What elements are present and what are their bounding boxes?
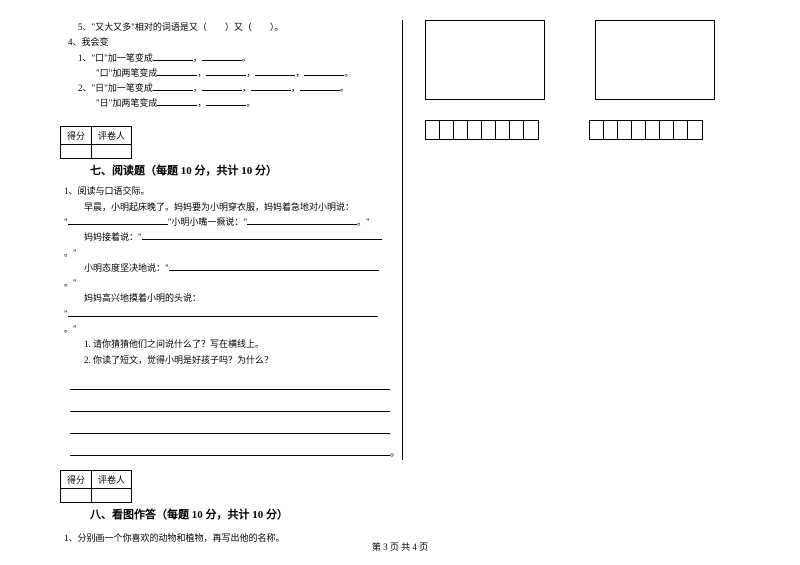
- blank[interactable]: [153, 81, 193, 91]
- score-cell[interactable]: [61, 144, 92, 158]
- reading-q1: 1、阅读与口语交际。: [60, 184, 390, 199]
- r3-text: 妈妈接着说：": [84, 232, 142, 242]
- blank[interactable]: [304, 66, 344, 76]
- reviewer-cell[interactable]: [92, 144, 132, 158]
- reading-line-5b: "。": [60, 307, 390, 338]
- blank[interactable]: [206, 96, 246, 106]
- q4-2b-line: "日"加两笔变成 ， 。: [60, 96, 390, 111]
- q4-1a-text: 1、"口"加一笔变成: [78, 53, 153, 63]
- page-footer: 第 3 页 共 4 页: [0, 540, 800, 553]
- blank[interactable]: [202, 51, 242, 61]
- period-end: 。: [390, 444, 400, 459]
- name-grids: [415, 120, 740, 140]
- reading-sub-1: 1. 请你猜猜他们之间说什么了？写在横线上。: [60, 337, 390, 352]
- q4-1b-line: "口"加两笔变成 ， ， ， 。: [60, 66, 390, 81]
- left-column: 5、"又大又多"相对的词语是又（ ）又（ ）。 4、我会变 1、"口"加一笔变成…: [60, 20, 398, 520]
- score-table-8: 得分 评卷人: [60, 470, 132, 503]
- reviewer-cell-8[interactable]: [92, 488, 132, 502]
- blank[interactable]: [142, 230, 382, 240]
- q4-2a-text: 2、"日"加一笔变成: [78, 83, 153, 93]
- drawing-box-plant[interactable]: [595, 20, 715, 100]
- drawing-boxes: [415, 20, 740, 100]
- score-label: 得分: [61, 126, 92, 144]
- score-row-8: 得分 评卷人: [60, 470, 390, 503]
- reading-line-4: 小明态度坚决地说：": [60, 261, 390, 276]
- close-quote-3: 。": [64, 324, 77, 334]
- reading-line-5: 妈妈高兴地摸着小明的头说：: [60, 291, 390, 306]
- mid-text: "小明小嘴一撅说：": [168, 217, 247, 227]
- period: 。: [344, 68, 353, 78]
- score-row-7: 得分 评卷人: [60, 126, 390, 159]
- name-grid-plant[interactable]: [589, 120, 703, 140]
- reviewer-label-8: 评卷人: [92, 470, 132, 488]
- drawing-box-animal[interactable]: [425, 20, 545, 100]
- r4-text: 小明态度坚决地说：": [84, 263, 169, 273]
- blank[interactable]: [202, 81, 242, 91]
- blank[interactable]: [247, 215, 357, 225]
- comma: ，: [291, 83, 300, 93]
- comma: ，: [197, 98, 206, 108]
- section-7-title: 七、阅读题（每题 10 分，共计 10 分）: [60, 163, 390, 181]
- comma: ，: [193, 83, 202, 93]
- blank[interactable]: [251, 81, 291, 91]
- reading-line-2: ""小明小嘴一撅说："。": [60, 215, 390, 230]
- comma: ，: [295, 68, 304, 78]
- right-column: [407, 20, 740, 520]
- name-grid-animal[interactable]: [425, 120, 539, 140]
- section-8-title: 八、看图作答（每题 10 分，共计 10 分）: [60, 507, 390, 525]
- answer-line-2[interactable]: [70, 396, 390, 412]
- blank[interactable]: [68, 307, 378, 317]
- q4-2a-line: 2、"日"加一笔变成 ， ， ， 。: [60, 81, 390, 96]
- q4-title: 4、我会变: [60, 35, 390, 50]
- comma: ，: [197, 68, 206, 78]
- blank[interactable]: [157, 96, 197, 106]
- period: 。: [242, 53, 251, 63]
- score-label-8: 得分: [61, 470, 92, 488]
- answer-line-4[interactable]: 。: [70, 440, 390, 456]
- blank[interactable]: [300, 81, 340, 91]
- close-quote-line: 。": [60, 246, 390, 261]
- close-quote-line-2: 。": [60, 276, 390, 291]
- blank[interactable]: [153, 51, 193, 61]
- answer-line-1[interactable]: [70, 374, 390, 390]
- comma: ，: [242, 83, 251, 93]
- blank[interactable]: [206, 66, 246, 76]
- comma: ，: [193, 53, 202, 63]
- close-quote: 。": [357, 217, 370, 227]
- period: 。: [340, 83, 349, 93]
- score-table-7: 得分 评卷人: [60, 126, 132, 159]
- q4-1b-text: "口"加两笔变成: [96, 68, 157, 78]
- reviewer-label: 评卷人: [92, 126, 132, 144]
- reading-sub-2: 2. 你读了短文，觉得小明是好孩子吗？为什么？: [60, 353, 390, 368]
- q4-2b-text: "日"加两笔变成: [96, 98, 157, 108]
- blank[interactable]: [169, 261, 379, 271]
- blank[interactable]: [157, 66, 197, 76]
- score-cell-8[interactable]: [61, 488, 92, 502]
- reading-line-3: 妈妈接着说：": [60, 230, 390, 245]
- q3-5: 5、"又大又多"相对的词语是又（ ）又（ ）。: [60, 20, 390, 35]
- column-divider: [402, 20, 403, 460]
- comma: ，: [246, 68, 255, 78]
- answer-line-3[interactable]: [70, 418, 390, 434]
- blank[interactable]: [68, 215, 168, 225]
- period: 。: [246, 98, 255, 108]
- blank[interactable]: [255, 66, 295, 76]
- reading-line-1: 早晨，小明起床晚了。妈妈要为小明穿衣服，妈妈着急地对小明说：: [60, 200, 390, 215]
- page-container: 5、"又大又多"相对的词语是又（ ）又（ ）。 4、我会变 1、"口"加一笔变成…: [0, 0, 800, 520]
- q4-1a-line: 1、"口"加一笔变成 ， 。: [60, 51, 390, 66]
